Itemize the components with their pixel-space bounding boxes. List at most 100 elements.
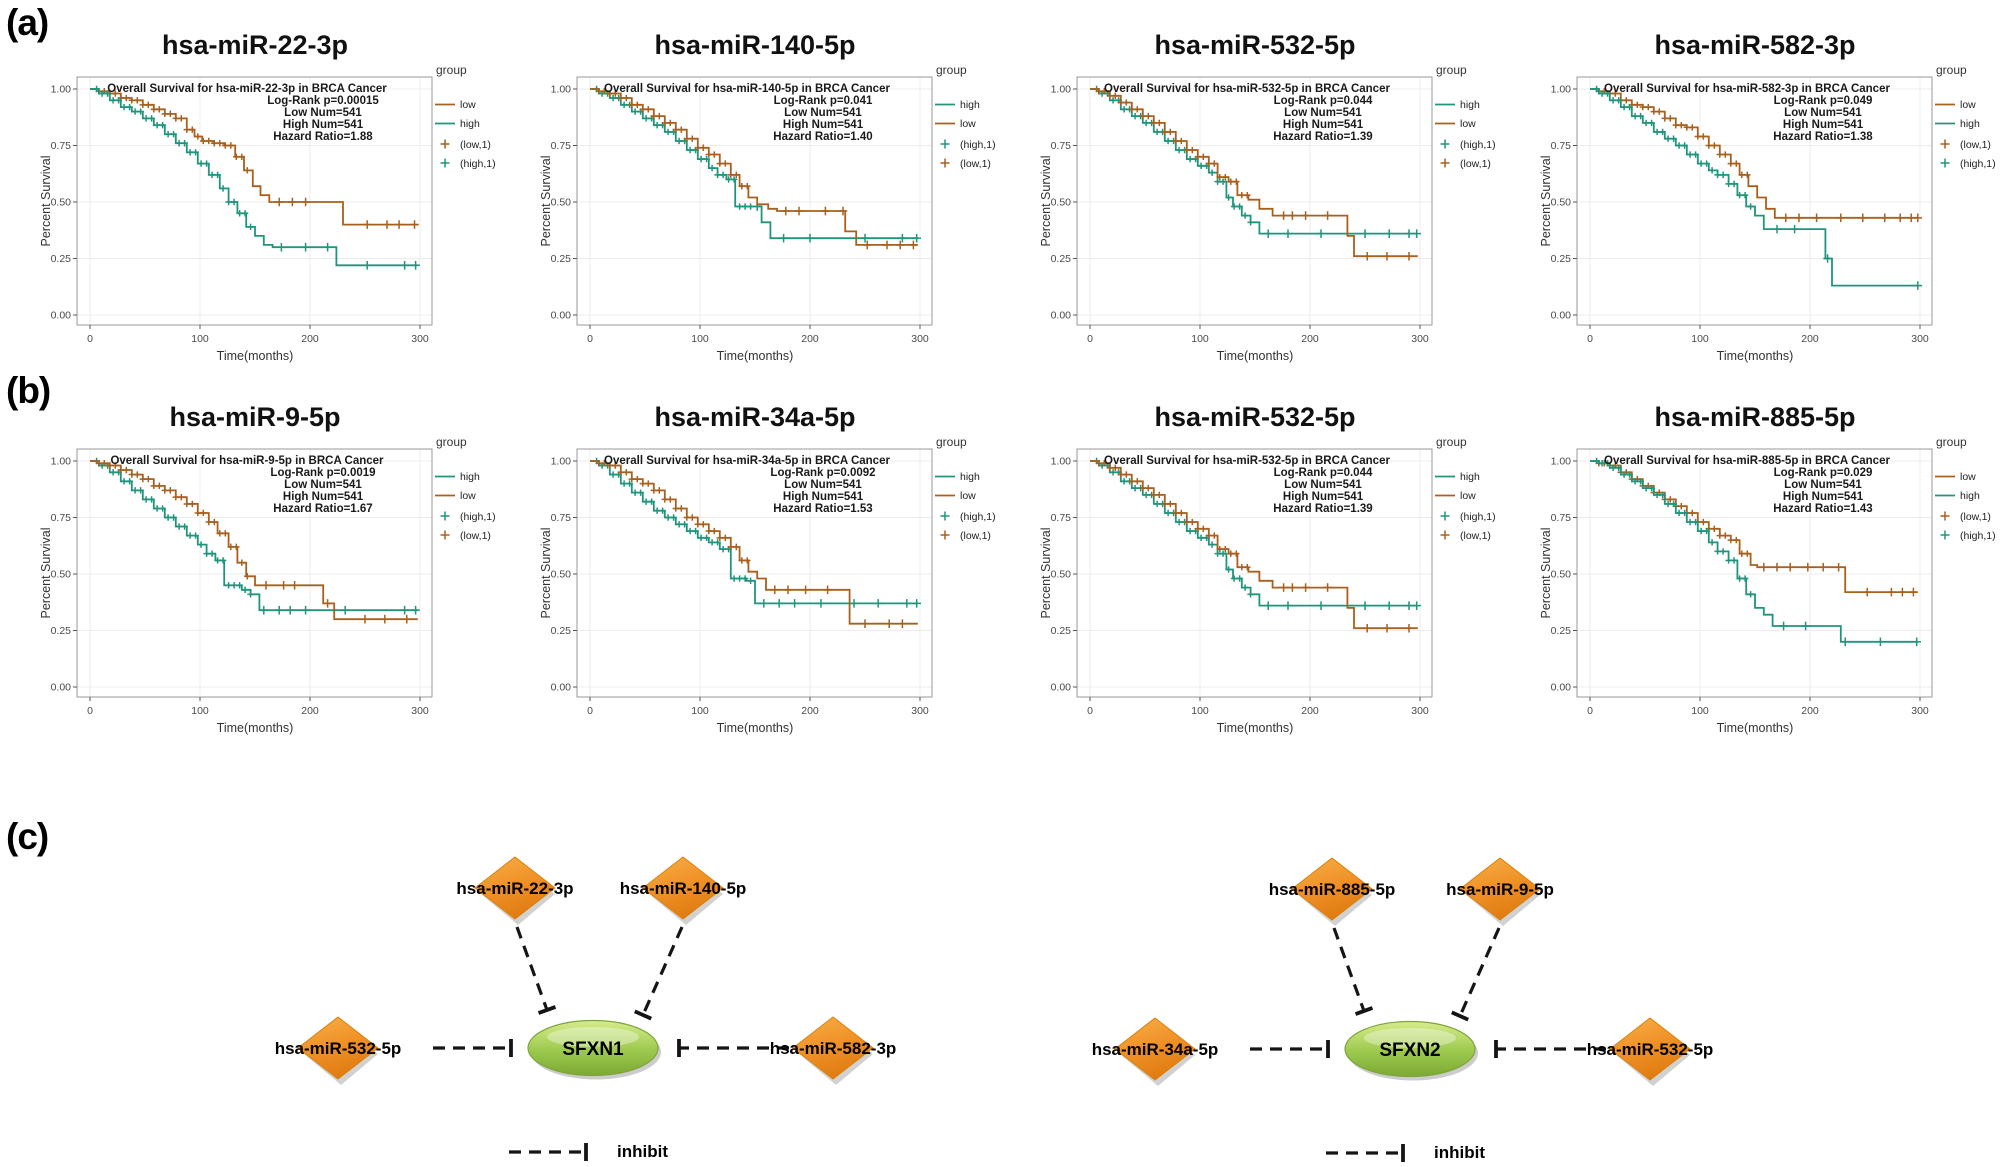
censor-mark [1244, 564, 1251, 571]
censor-mark [323, 599, 332, 608]
y-tick-label: 0.50 [1551, 197, 1572, 209]
censor-mark [1648, 484, 1655, 492]
y-tick-label: 0.25 [1051, 625, 1072, 637]
censor-mark [653, 507, 661, 514]
censor-mark [112, 90, 119, 97]
y-tick-label: 0.50 [1051, 197, 1072, 209]
mirna-diamond [1609, 1017, 1691, 1081]
censor-mark [183, 500, 190, 508]
censor-mark [1404, 623, 1414, 633]
legend-title: group [1436, 435, 1467, 449]
censor-mark [1650, 108, 1657, 115]
censor-mark [1440, 511, 1450, 521]
censor-mark [730, 575, 738, 582]
censor-mark [716, 160, 723, 167]
annotation-line: Overall Survival for hsa-miR-582-3p in B… [1604, 83, 1890, 95]
legend-entry-label: (high,1) [460, 511, 496, 523]
censor-mark [301, 605, 310, 615]
censor-mark [692, 527, 699, 535]
annotation-line: Log-Rank p=0.044 [1274, 95, 1373, 107]
censor-mark [1667, 496, 1674, 503]
legend-entry-label: (low,1) [1460, 530, 1491, 542]
censor-mark [1172, 137, 1179, 145]
gene-ellipse [527, 1019, 659, 1077]
censor-mark [175, 523, 183, 530]
censor-marks-high [93, 85, 420, 270]
legend-title: group [936, 435, 967, 449]
censor-mark [642, 498, 650, 505]
legend-entry-label: (high,1) [960, 139, 996, 151]
legend-entry-label: high [460, 471, 480, 483]
censor-mark [214, 557, 221, 564]
censor-mark [631, 108, 639, 115]
x-tick-label: 0 [1087, 705, 1093, 717]
gene-node-label: SFXN2 [1379, 1040, 1440, 1061]
censor-mark [733, 171, 740, 179]
censor-mark [205, 518, 212, 526]
censor-mark [1222, 545, 1229, 553]
annotation-line: Overall Survival for hsa-miR-9-5p in BRC… [110, 455, 384, 467]
panel-c-label: (c) [6, 816, 49, 857]
censor-mark [1703, 160, 1710, 167]
censor-mark [1095, 460, 1102, 467]
censor-mark [1744, 550, 1751, 557]
censor-mark [634, 101, 641, 109]
censor-mark [189, 500, 196, 508]
censor-mark [139, 101, 146, 109]
y-tick-label: 0.00 [1551, 682, 1572, 694]
censor-mark [722, 160, 729, 167]
censor-mark [694, 144, 701, 151]
censor-mark [612, 90, 619, 97]
y-tick-label: 0.00 [1551, 310, 1572, 322]
y-axis-title: Percent Survival [540, 155, 553, 246]
censor-mark [225, 198, 232, 206]
censor-mark [1940, 158, 1950, 168]
censor-mark [1678, 503, 1685, 510]
censor-mark [1772, 224, 1782, 234]
legend-entry-label: (low,1) [1960, 511, 1991, 523]
censor-mark [1631, 478, 1639, 485]
censor-mark [794, 206, 804, 216]
censor-mark [1101, 88, 1108, 95]
censor-mark [126, 103, 133, 111]
censor-mark [236, 210, 243, 217]
censor-mark [620, 101, 628, 109]
x-tick-label: 100 [1191, 333, 1209, 345]
censor-mark [200, 509, 207, 517]
mirna-node-label: hsa-miR-532-5p [1587, 1040, 1714, 1059]
legend-entry-label: (high,1) [460, 158, 496, 170]
censor-mark [667, 496, 674, 503]
censor-mark [1747, 591, 1754, 598]
censor-mark [172, 493, 179, 501]
censor-mark [1898, 587, 1907, 597]
censor-mark [1120, 478, 1128, 485]
censor-mark [1214, 178, 1221, 185]
annotation-line: Overall Survival for hsa-miR-532-5p in B… [1104, 455, 1390, 467]
censor-mark [1642, 119, 1650, 127]
censor-mark [1164, 509, 1172, 517]
y-axis-title: Percent Survival [40, 155, 53, 246]
legend-title: group [936, 63, 967, 77]
censor-mark [1781, 213, 1791, 223]
censor-mark [247, 591, 254, 598]
x-tick-label: 0 [87, 705, 93, 717]
annotation-line: Log-Rank p=0.029 [1774, 467, 1873, 479]
censor-mark [1736, 192, 1743, 199]
censor-mark [181, 523, 188, 530]
legend-entry-label: low [1960, 99, 1976, 111]
censor-mark [1639, 103, 1646, 111]
censor-mark [1615, 464, 1622, 471]
y-axis-title: Percent Survival [1040, 527, 1053, 618]
censor-mark [1683, 124, 1690, 131]
censor-mark [1175, 146, 1183, 154]
censor-mark [725, 176, 732, 183]
x-tick-label: 100 [691, 705, 709, 717]
censor-mark [233, 153, 240, 160]
censor-mark [274, 605, 284, 615]
censor-mark [1178, 509, 1185, 517]
km-curve-high [590, 460, 918, 605]
censor-mark [241, 586, 249, 594]
censor-mark [1738, 171, 1745, 179]
censor-mark [167, 487, 174, 494]
censor-mark [1197, 162, 1205, 170]
